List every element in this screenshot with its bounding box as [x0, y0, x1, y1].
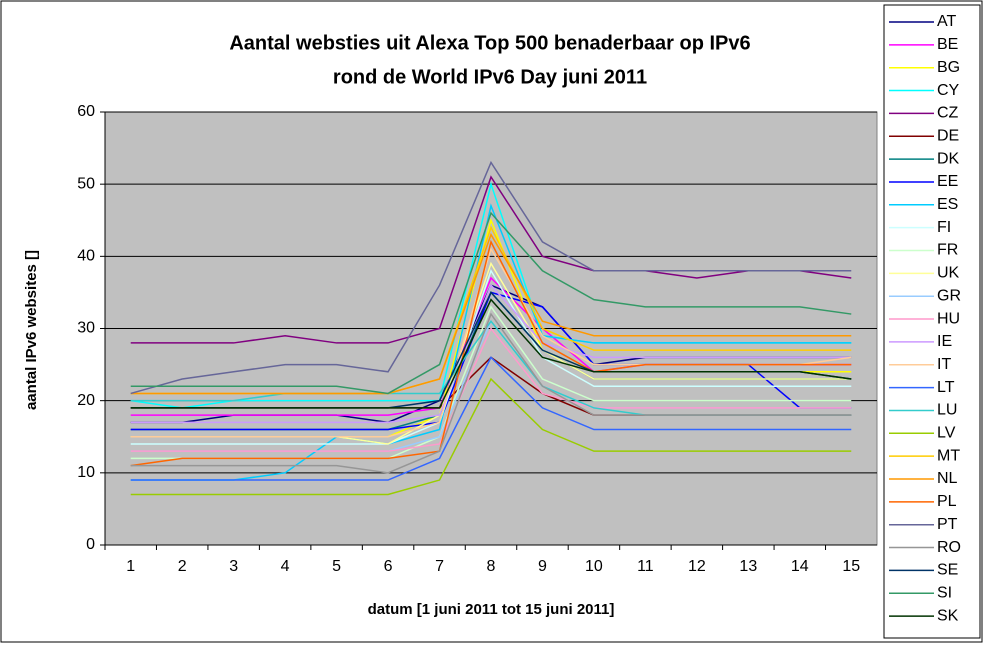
legend-label: CZ [937, 105, 959, 122]
x-tick-label: 10 [585, 558, 603, 575]
legend-label: DE [937, 127, 959, 144]
x-tick-label: 4 [281, 558, 290, 575]
legend-label: LV [937, 425, 956, 442]
y-axis-label: aantal IPv6 websites [] [23, 250, 40, 410]
legend-label: NL [937, 470, 958, 487]
legend-label: PL [937, 493, 957, 510]
legend-label: AT [937, 13, 956, 30]
chart-title: Aantal websties uit Alexa Top 500 benade… [229, 32, 750, 54]
series-line [130, 377, 852, 496]
legend-label: SI [937, 584, 952, 601]
legend-label: LT [937, 379, 955, 396]
x-tick-label: 2 [178, 558, 187, 575]
x-tick-label: 9 [538, 558, 547, 575]
series-line [130, 239, 852, 467]
legend-label: ES [937, 196, 958, 213]
series-line [130, 283, 852, 424]
legend-label: SK [937, 607, 959, 624]
legend-label: PT [937, 516, 958, 533]
x-tick-label: 14 [791, 558, 809, 575]
legend-label: MT [937, 447, 960, 464]
chart-title: rond de World IPv6 Day juni 2011 [333, 66, 647, 88]
series-line [130, 298, 852, 409]
series-line [130, 175, 852, 344]
legend-label: BG [937, 59, 960, 76]
legend-label: SE [937, 562, 958, 579]
series-line [130, 211, 852, 395]
legend-label: FI [937, 219, 951, 236]
legend-label: IE [937, 333, 952, 350]
y-tick-label: 50 [77, 175, 95, 192]
y-tick-label: 40 [77, 248, 95, 265]
legend-label: UK [937, 265, 960, 282]
series-line [130, 356, 852, 481]
x-tick-label: 6 [384, 558, 393, 575]
x-tick-label: 8 [487, 558, 496, 575]
legend-label: EE [937, 173, 958, 190]
y-tick-label: 0 [86, 536, 95, 553]
series-line [130, 327, 852, 452]
legend-label: HU [937, 310, 960, 327]
legend-label: FR [937, 242, 958, 259]
legend-label: LU [937, 402, 957, 419]
series-line [130, 312, 852, 474]
legend-label: BE [937, 36, 958, 53]
y-tick-label: 10 [77, 464, 95, 481]
x-tick-label: 1 [126, 558, 135, 575]
series-line [130, 268, 852, 445]
legend-label: GR [937, 287, 961, 304]
y-tick-label: 20 [77, 392, 95, 409]
x-tick-label: 11 [637, 558, 654, 575]
x-tick-label: 7 [435, 558, 444, 575]
legend [883, 4, 981, 639]
legend-label: DK [937, 150, 960, 167]
series-line [130, 232, 852, 395]
x-tick-label: 15 [842, 558, 860, 575]
series-line [130, 160, 852, 395]
x-axis-label: datum [1 juni 2011 tot 15 juni 2011] [368, 601, 615, 618]
x-tick-label: 13 [739, 558, 757, 575]
x-tick-label: 12 [688, 558, 706, 575]
legend-label: IT [937, 356, 951, 373]
y-tick-label: 60 [77, 103, 95, 120]
x-tick-label: 5 [332, 558, 341, 575]
y-tick-label: 30 [77, 320, 95, 337]
legend-label: CY [937, 82, 960, 99]
series-line [130, 203, 852, 481]
legend-label: RO [937, 539, 961, 556]
x-tick-label: 3 [229, 558, 238, 575]
